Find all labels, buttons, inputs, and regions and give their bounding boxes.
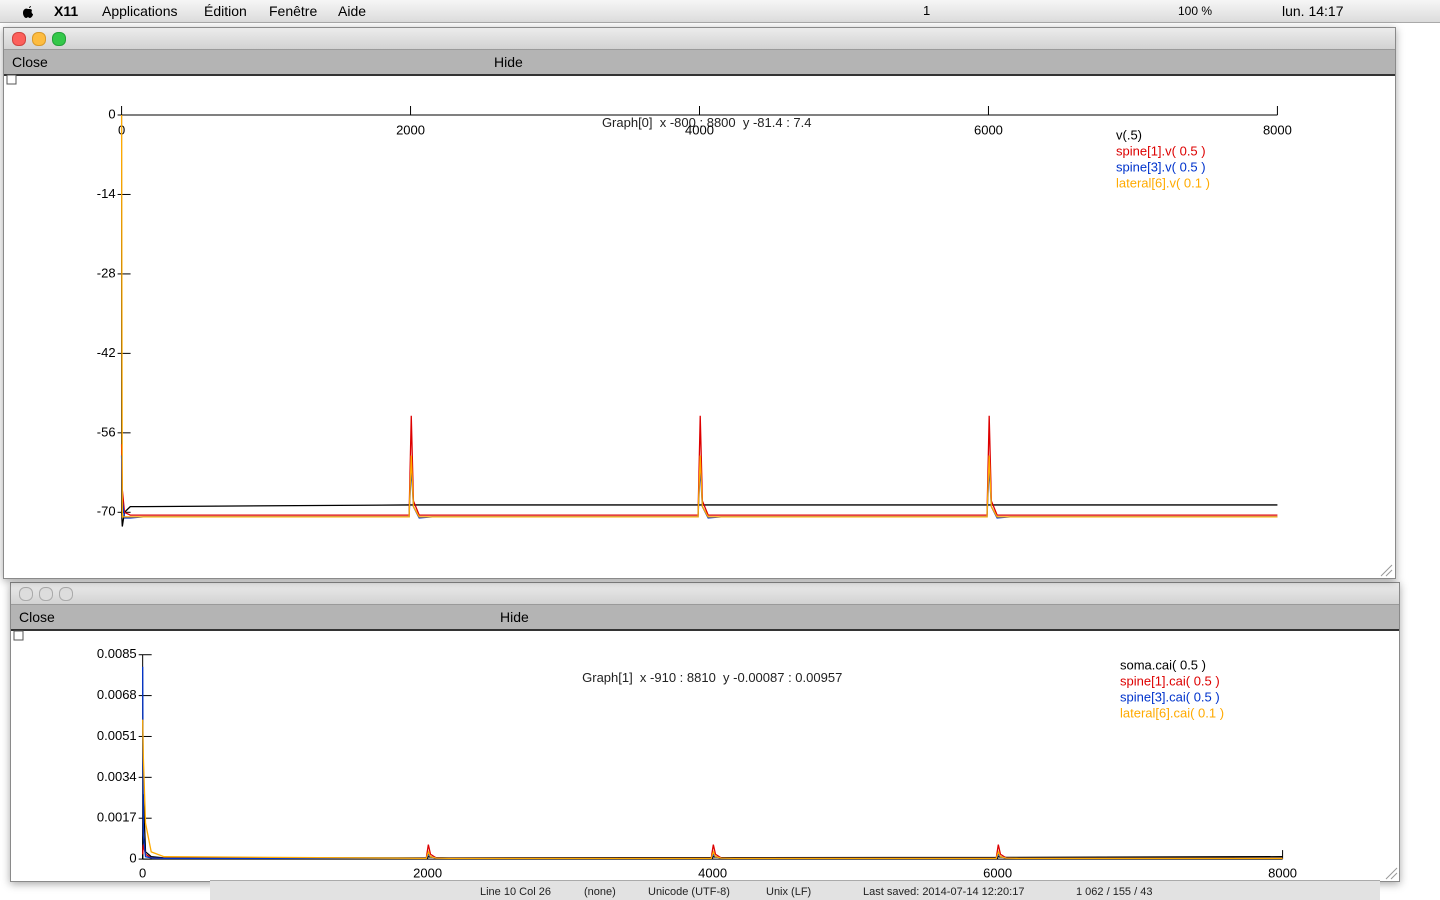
y-tick-label: 0.0051 <box>97 728 137 743</box>
min-light[interactable] <box>32 32 46 46</box>
legend-entry[interactable]: lateral[6].cai( 0.1 ) <box>1120 705 1224 720</box>
x-tick-label: 6000 <box>974 122 1003 137</box>
checkbox[interactable] <box>13 630 24 641</box>
graph-menu: Close Hide <box>4 50 1395 76</box>
menu-item[interactable]: Applications <box>102 3 178 19</box>
status-item[interactable]: (none) <box>584 886 616 898</box>
battery[interactable]: 100 % <box>1178 4 1213 18</box>
min-light[interactable] <box>39 587 53 601</box>
graph-window: Graph[1] x -910 : 8810 y -0.00087 : 0.00… <box>10 582 1400 882</box>
plot-area: 0 2000 4000 6000 8000 0 0.0017 0.0034 0.0051 0.00… <box>13 630 1398 880</box>
clock[interactable]: lun. 14:17 <box>1282 3 1344 19</box>
y-tick-label: 0.0017 <box>97 810 137 825</box>
y-tick-label: -28 <box>97 265 116 280</box>
legend-entry[interactable]: lateral[6].v( 0.1 ) <box>1116 175 1210 190</box>
status-item[interactable]: Unicode (UTF-8) <box>648 886 730 898</box>
close-button[interactable]: Close <box>12 54 48 70</box>
x-tick-label: 8000 <box>1263 122 1292 137</box>
series-line <box>142 719 1283 860</box>
x-tick-label: 6000 <box>983 866 1012 880</box>
x-tick-label: 2000 <box>396 122 425 137</box>
title-bar: Graph[1] x -910 : 8810 y -0.00087 : 0.00… <box>11 583 1399 685</box>
x-tick-label: 0 <box>139 866 146 880</box>
status-item: Line 10 Col 26 <box>480 886 551 898</box>
y-tick-label: 0.0068 <box>97 687 137 702</box>
checkbox[interactable] <box>6 74 17 85</box>
x-tick-label: 4000 <box>698 866 727 880</box>
legend-entry[interactable]: spine[1].v( 0.5 ) <box>1116 143 1206 158</box>
hide-button[interactable]: Hide <box>500 609 529 625</box>
x-tick-label: 8000 <box>1268 866 1297 880</box>
x-tick-label: 4000 <box>685 122 714 137</box>
status-bar: Line 10 Col 26 (none) Unicode (UTF-8) Un… <box>210 880 1380 900</box>
resize-grip[interactable] <box>1380 564 1393 577</box>
graph-menu: Close Hide <box>11 605 1399 631</box>
apple-logo[interactable] <box>20 3 36 19</box>
x-tick-label: 2000 <box>413 866 442 880</box>
resize-grip[interactable] <box>1385 867 1398 880</box>
y-tick-label: 0 <box>129 851 136 866</box>
y-tick-label: 0 <box>108 106 115 121</box>
app-name[interactable]: X11 <box>54 3 79 19</box>
y-tick-label: 0.0034 <box>97 769 137 784</box>
y-tick-label: -14 <box>97 186 116 201</box>
zoom-light[interactable] <box>52 32 66 46</box>
series-line <box>142 666 1283 860</box>
y-tick-label: -56 <box>97 424 116 439</box>
legend-entry[interactable]: soma.cai( 0.5 ) <box>1120 657 1206 672</box>
legend-entry[interactable]: spine[3].v( 0.5 ) <box>1116 159 1206 174</box>
window-title: Graph[0] x -800 : 8800 y -81.4 : 7.4 <box>601 115 812 130</box>
series-line <box>120 114 1278 518</box>
plot-area: 0 2000 4000 6000 80000-14-28-42-56-70v(.5)sp… <box>6 74 1393 577</box>
menu-bar: X11 Applications Édition Fenêtre Aide 1 … <box>0 0 1440 23</box>
title-bar: Graph[0] x -800 : 8800 y -81.4 : 7.4 <box>4 28 1395 130</box>
menu-item[interactable]: Édition <box>204 3 247 19</box>
window-title: Graph[1] x -910 : 8810 y -0.00087 : 0.00… <box>582 670 843 685</box>
menu-item[interactable]: Aide <box>338 3 367 19</box>
hide-button[interactable]: Hide <box>494 54 523 70</box>
legend-entry[interactable]: spine[3].cai( 0.5 ) <box>1120 689 1220 704</box>
y-tick-label: -70 <box>97 504 116 519</box>
status-item: Last saved: 2014-07-14 12:20:17 <box>863 886 1025 898</box>
zoom-light[interactable] <box>59 587 73 601</box>
legend-entry[interactable]: spine[1].cai( 0.5 ) <box>1120 673 1220 688</box>
close-light[interactable] <box>12 32 26 46</box>
y-tick-label: -42 <box>97 345 116 360</box>
status-item[interactable]: Unix (LF) <box>766 886 812 898</box>
status-count[interactable]: 1 <box>923 3 931 18</box>
menu-item[interactable]: Fenêtre <box>269 3 318 19</box>
close-button[interactable]: Close <box>19 609 55 625</box>
y-tick-label: 0.0085 <box>97 646 137 661</box>
legend-entry[interactable]: v(.5) <box>1116 127 1142 142</box>
close-light[interactable] <box>19 587 33 601</box>
status-item: 1 062 / 155 / 43 <box>1076 886 1153 898</box>
